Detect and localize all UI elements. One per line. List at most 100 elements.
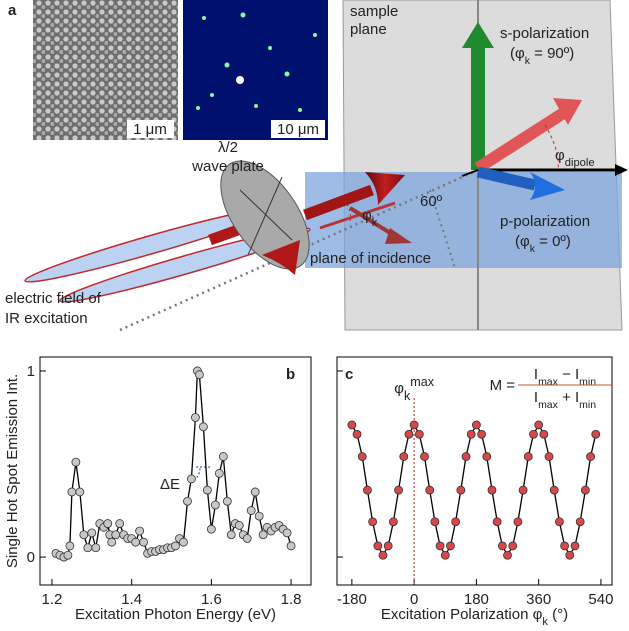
tick [461,169,479,177]
plate-axis [247,176,283,256]
x-axis-label: Excitation Photon Energy (eV) [75,606,276,623]
data-point [477,429,486,439]
data-point [103,519,113,528]
data-point [518,485,528,495]
data-point [111,530,121,540]
data-point [234,521,244,530]
hotspots [196,12,317,112]
panel-label: b [286,366,295,383]
diagram-label: (φk = 90º) [510,45,574,67]
text-part: Excitation Polarization φ [381,606,543,623]
projection-arrow [348,206,397,238]
text-part: + I [558,389,579,406]
data-point [529,429,538,439]
panel-a [24,0,628,332]
diagram-label: 60º [420,193,443,210]
scale-box [271,120,325,138]
data-point [282,528,292,538]
data-point [446,541,455,551]
diagram-label: (φk = 0º) [515,233,571,255]
data-point [195,370,204,380]
text-part: (°) [548,606,568,623]
formula: M = [490,377,516,394]
data-point [198,422,208,432]
text-part: = 90º) [530,45,574,62]
data-point [472,420,481,430]
text-part: (φ [515,233,530,250]
data-point [187,474,196,484]
data-point [87,528,97,538]
data-point [378,550,388,560]
guide [429,189,456,269]
diagram-label: φdipole [555,147,595,169]
data-point [63,550,73,560]
diagram-label: φk [362,207,378,229]
y-tick-label: 1 [27,363,35,380]
diagram-label: λ/2 [218,139,238,156]
data-point [549,485,559,495]
x-tick-label: 0 [410,591,418,608]
data-point [591,429,601,439]
x-tick-label: 1.8 [281,591,302,608]
data-point [115,519,125,528]
formula: Imax + Imin [534,389,596,411]
cone [530,172,565,200]
data-point [246,506,256,515]
data-point [383,541,393,551]
plot-frame [39,356,312,586]
data-point [202,485,212,495]
data-point [544,452,554,461]
data-point [482,452,492,461]
data-point [67,487,77,497]
data-point [586,452,595,461]
data-point [71,457,81,467]
x-tick-label: 180 [464,591,489,608]
y-tick-label: 0 [27,549,35,566]
text-part: I [534,366,538,383]
x-tick-label: 1.2 [42,591,63,608]
data-point [492,517,502,527]
data-point [580,485,590,495]
text-part: φ [394,380,404,397]
data-point [430,517,440,527]
annotation: φkmax [394,375,435,403]
projection [319,201,396,230]
data-point [497,541,507,551]
plate-axis [239,189,293,241]
data-point [250,487,260,497]
data-point [523,452,533,461]
s-arrow [471,45,485,170]
data-point [466,429,476,439]
annotation: ΔE [160,476,180,493]
scale-box [127,120,174,138]
data-point [508,541,518,551]
data-point [539,429,549,439]
diagram-label: p-polarization [500,213,590,230]
data-point [357,452,367,461]
data-point [373,541,383,551]
data-point [451,517,461,527]
data-point [242,534,252,543]
angle-arc [344,199,351,223]
data-point [399,452,409,461]
data-point [534,420,544,430]
data-point [83,543,93,553]
data-point [179,537,188,547]
data-point [565,550,575,560]
sem-image [33,0,178,140]
text-part: k [404,389,411,403]
plots [39,356,613,586]
data-point [503,550,512,560]
diagram-label: 10 μm [277,121,319,138]
text-part: − I [558,366,579,383]
panel-label: a [8,2,17,19]
diagram-label: sample [350,3,398,20]
data-point [513,517,523,527]
data-point [409,420,419,430]
data-point [286,541,296,551]
data-point [191,413,200,422]
data-point [107,537,117,547]
text-part: φ [555,147,565,164]
data-point [210,500,220,510]
text-part: dipole [565,157,595,169]
